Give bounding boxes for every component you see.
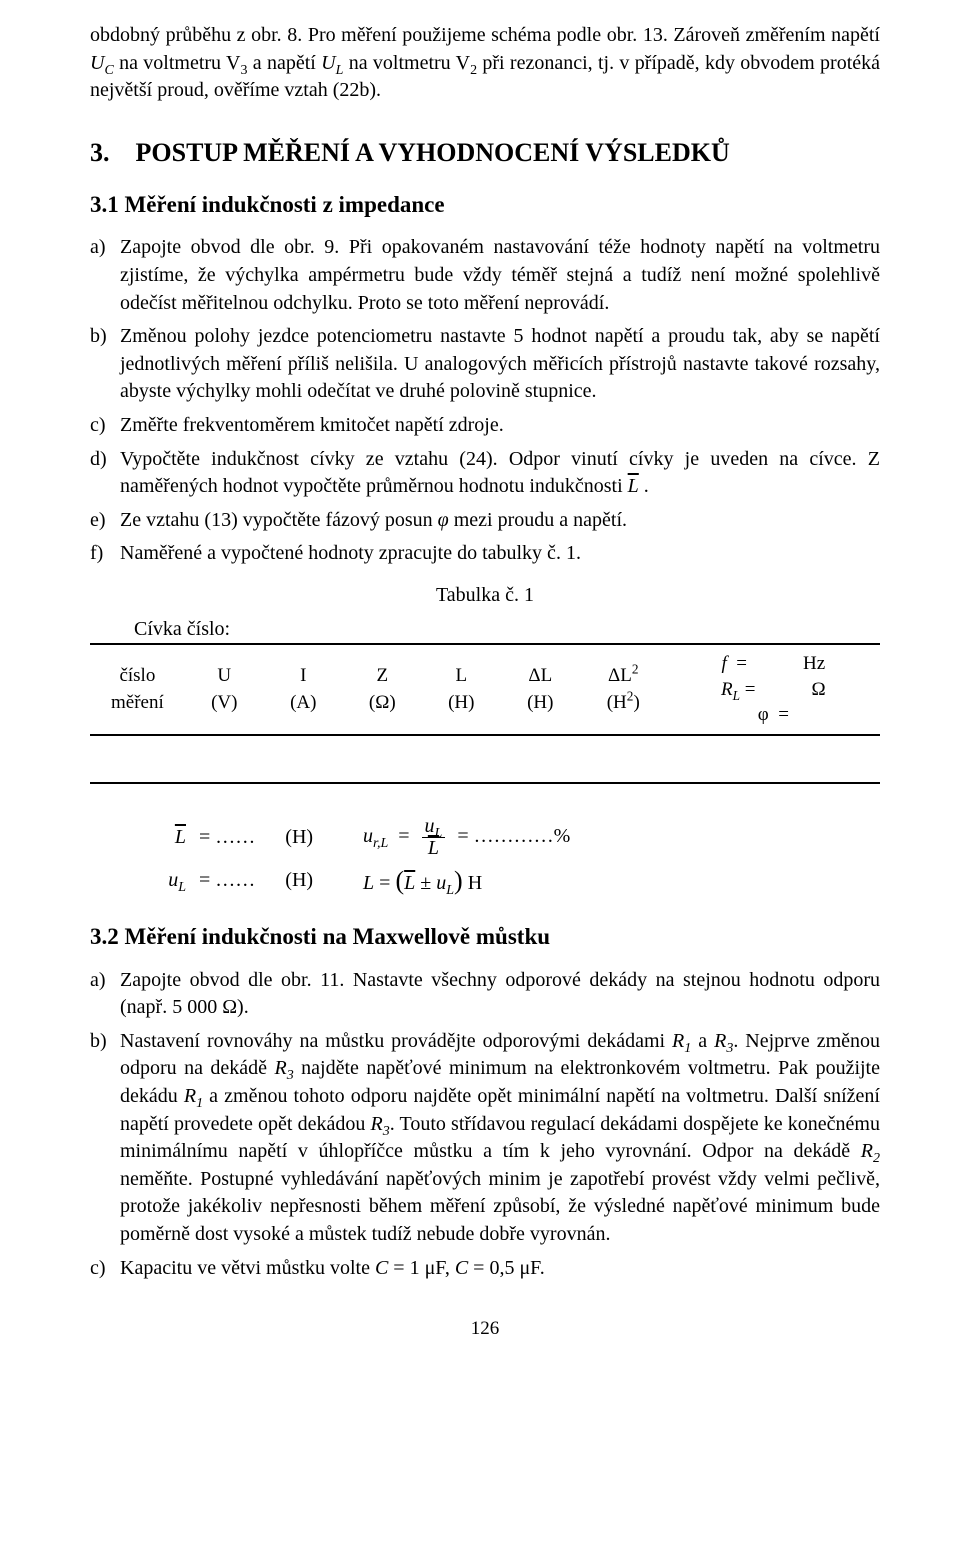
list-item: f) Naměřené a vypočtené hodnoty zpracujt… <box>90 540 880 568</box>
marker: d) <box>90 446 120 501</box>
col-i: I(A) <box>264 644 343 735</box>
symbol-uc: UC <box>90 52 114 74</box>
col-cislo: čísloměření <box>90 644 185 735</box>
symbol-c: C <box>375 1257 388 1279</box>
text: Kapacitu ve větvi můstku volte C = 1 μF,… <box>120 1255 880 1283</box>
col-dl: ΔL(H) <box>501 644 580 735</box>
col-l: L(H) <box>422 644 501 735</box>
list-item: b) Nastavení rovnováhy na můstku provádě… <box>90 1028 880 1249</box>
symbol-r2: R2 <box>861 1140 880 1162</box>
step-list-3-1: a) Zapojte obvod dle obr. 9. Při opakova… <box>90 234 880 568</box>
equation-line: L = …… (H) ur,L = uL L = …………% <box>134 816 880 859</box>
symbol-r1: R1 <box>672 1030 691 1052</box>
marker: c) <box>90 1255 120 1283</box>
text: Zapojte obvod dle obr. 11. Nastavte všec… <box>120 967 880 1022</box>
subsection-heading-3-2: 3.2 Měření indukčnosti na Maxwellově můs… <box>90 921 880 953</box>
text: Změnou polohy jezdce potenciometru nasta… <box>120 323 880 406</box>
marker: a) <box>90 967 120 1022</box>
list-item: c) Změřte frekventoměrem kmitočet napětí… <box>90 412 880 440</box>
list-item: a) Zapojte obvod dle obr. 11. Nastavte v… <box>90 967 880 1022</box>
list-item: c) Kapacitu ve větvi můstku volte C = 1 … <box>90 1255 880 1283</box>
text: Změřte frekventoměrem kmitočet napětí zd… <box>120 412 880 440</box>
text: na voltmetru V <box>343 52 470 74</box>
list-item: d) Vypočtěte indukčnost cívky ze vztahu … <box>90 446 880 501</box>
text: Naměřené a vypočtené hodnoty zpracujte d… <box>120 540 880 568</box>
equation-line: uL = …… (H) L = (L ± uL) H <box>134 863 880 899</box>
intro-paragraph: obdobný průběhu z obr. 8. Pro měření pou… <box>90 22 880 105</box>
list-item: a) Zapojte obvod dle obr. 9. Při opakova… <box>90 234 880 317</box>
table-row <box>90 735 880 783</box>
text: Ze vztahu (13) vypočtěte fázový posun φ … <box>120 507 880 535</box>
section-heading-3: 3. POSTUP MĚŘENÍ A VYHODNOCENÍ VÝSLEDKŮ <box>90 135 880 171</box>
col-z: Z(Ω) <box>343 644 422 735</box>
subsection-heading-3-1: 3.1 Měření indukčnosti z impedance <box>90 189 880 221</box>
text: Nastavení rovnováhy na můstku provádějte… <box>120 1028 880 1249</box>
table-1: Tabulka č. 1 Cívka číslo: čísloměření U(… <box>90 582 880 784</box>
side-parameters: f =Hz RL =Ω φ = <box>667 644 880 735</box>
marker: c) <box>90 412 120 440</box>
text: Vypočtěte indukčnost cívky ze vztahu (24… <box>120 446 880 501</box>
table-caption: Tabulka č. 1 <box>90 582 880 610</box>
list-item: e) Ze vztahu (13) vypočtěte fázový posun… <box>90 507 880 535</box>
table-header-row: čísloměření U(V) I(A) Z(Ω) L(H) ΔL(H) ΔL… <box>90 644 880 735</box>
text: na voltmetru V <box>114 52 241 74</box>
text: a napětí <box>247 52 321 74</box>
marker: f) <box>90 540 120 568</box>
symbol-Lbar: L <box>628 475 639 497</box>
marker: b) <box>90 1028 120 1249</box>
symbol-ul: UL <box>321 52 343 74</box>
marker: b) <box>90 323 120 406</box>
text: Zapojte obvod dle obr. 9. Při opakovaném… <box>120 234 880 317</box>
symbol-phi: φ <box>438 509 449 531</box>
marker: e) <box>90 507 120 535</box>
page-number: 126 <box>90 1316 880 1342</box>
col-dl2: ΔL2 (H2) <box>580 644 667 735</box>
text: obdobný průběhu z obr. 8. Pro měření pou… <box>90 24 880 46</box>
symbol-r3: R3 <box>714 1030 733 1052</box>
col-u: U(V) <box>185 644 264 735</box>
list-item: b) Změnou polohy jezdce potenciometru na… <box>90 323 880 406</box>
coil-number-label: Cívka číslo: <box>90 616 880 644</box>
marker: a) <box>90 234 120 317</box>
equation-block-3-1: L = …… (H) ur,L = uL L = …………% uL = …… (… <box>90 816 880 899</box>
step-list-3-2: a) Zapojte obvod dle obr. 11. Nastavte v… <box>90 967 880 1283</box>
